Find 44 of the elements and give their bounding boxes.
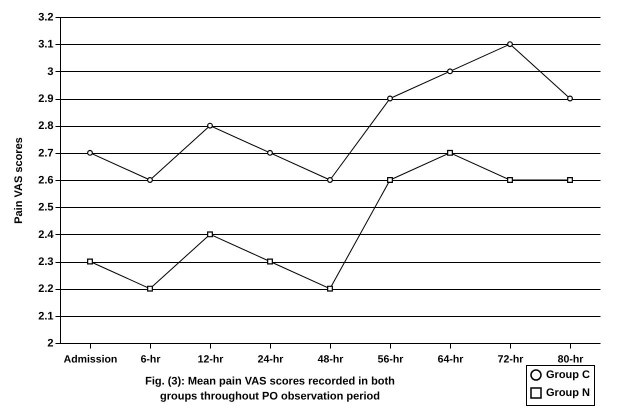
point: [87, 150, 93, 156]
point: [327, 286, 333, 292]
point: [387, 177, 393, 183]
y-tick-label: 2: [47, 338, 54, 350]
point: [87, 258, 93, 264]
x-tick-label: 48-hr: [318, 354, 344, 366]
point: [147, 177, 153, 183]
y-tick-label: 2.1: [38, 310, 54, 322]
x-tick-label: 24-hr: [258, 354, 284, 366]
point: [447, 68, 453, 74]
legend-label: Group C: [546, 369, 590, 381]
y-tick-label: 2.5: [38, 202, 54, 214]
point: [447, 150, 453, 156]
point: [507, 41, 513, 48]
point: [267, 150, 273, 156]
point: [567, 177, 573, 183]
point: [267, 258, 273, 264]
legend-label: Group N: [546, 387, 590, 399]
x-tick-label: 72-hr: [498, 354, 524, 366]
point: [507, 177, 513, 183]
x-tick-label: 6-hr: [140, 354, 160, 366]
y-tick-label: 2.2: [38, 283, 54, 296]
y-tick-label: 2.3: [38, 256, 54, 268]
y-tick-label: 2.7: [38, 147, 54, 160]
point: [567, 96, 573, 102]
x-tick-label: 56-hr: [378, 354, 404, 366]
y-axis-title: Pain VAS scores: [13, 137, 26, 224]
point: [207, 122, 213, 129]
y-tick-label: 3.2: [38, 12, 54, 24]
y-tick-label: 2.9: [38, 93, 54, 105]
x-tick-label: 80-hr: [558, 354, 584, 366]
x-tick-label: 64-hr: [438, 354, 464, 366]
x-tick-label: Admission: [64, 354, 118, 366]
x-tick-label: 12-hr: [198, 354, 224, 366]
y-tick-label: 2.6: [38, 174, 54, 186]
point: [147, 286, 153, 292]
point: [327, 177, 333, 183]
y-tick-label: 3: [47, 66, 54, 78]
y-tick-label: 3.1: [38, 38, 54, 51]
y-tick-label: 2.4: [38, 228, 54, 241]
point: [207, 231, 213, 238]
point: [387, 96, 393, 102]
y-tick-label: 2.8: [38, 120, 54, 132]
text: Fig. (3): Mean pain VAS scores recorded in both groups throughout PO observation period: [145, 376, 396, 402]
